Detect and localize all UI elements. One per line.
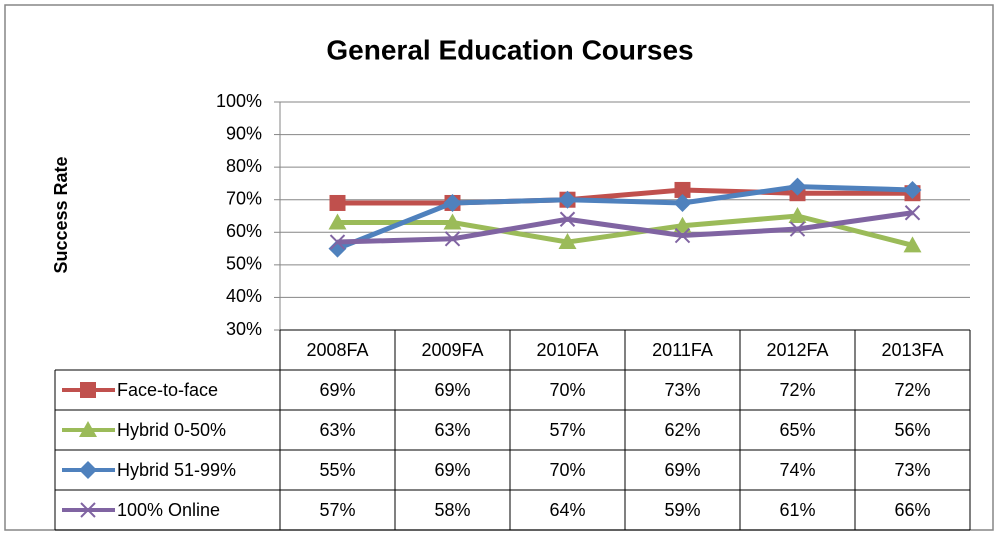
- marker: [788, 177, 807, 196]
- y-tick-label: 90%: [226, 123, 262, 143]
- data-label: 57%: [319, 500, 355, 520]
- legend-label: 100% Online: [117, 500, 220, 520]
- legend-marker: [80, 382, 96, 398]
- series-line: [337, 210, 913, 245]
- y-tick-label: 100%: [216, 91, 262, 111]
- data-label: 72%: [779, 380, 815, 400]
- marker: [558, 190, 577, 209]
- data-label: 69%: [434, 380, 470, 400]
- marker: [444, 231, 461, 247]
- chart-border: [4, 4, 994, 531]
- legend-marker: [79, 421, 97, 437]
- data-label: 69%: [664, 460, 700, 480]
- data-label: 72%: [894, 380, 930, 400]
- marker: [903, 236, 922, 253]
- marker: [788, 207, 807, 223]
- marker: [329, 194, 346, 211]
- y-tick-label: 30%: [226, 319, 262, 339]
- data-label: 61%: [779, 500, 815, 520]
- legend-marker: [79, 461, 97, 479]
- data-label: 63%: [319, 420, 355, 440]
- marker: [673, 193, 692, 212]
- marker: [558, 233, 577, 250]
- data-label: 73%: [894, 460, 930, 480]
- marker: [328, 213, 347, 230]
- y-tick-label: 40%: [226, 286, 262, 306]
- legend-label: Face-to-face: [117, 380, 218, 400]
- data-label: 63%: [434, 420, 470, 440]
- marker: [904, 205, 921, 221]
- data-label: 64%: [549, 500, 585, 520]
- chart-title: General Education Courses: [326, 34, 693, 65]
- data-label: 73%: [664, 380, 700, 400]
- series-line: [337, 213, 914, 248]
- data-label: 58%: [434, 500, 470, 520]
- data-label: 74%: [779, 460, 815, 480]
- data-label: 59%: [664, 500, 700, 520]
- legend-label: Hybrid 0-50%: [117, 420, 226, 440]
- marker: [443, 193, 462, 212]
- marker: [903, 180, 922, 199]
- legend-label: Hybrid 51-99%: [117, 460, 236, 480]
- marker: [674, 227, 691, 244]
- data-label: 65%: [779, 420, 815, 440]
- data-label: 55%: [319, 460, 355, 480]
- marker: [443, 213, 462, 230]
- marker: [674, 181, 691, 198]
- marker: [559, 211, 576, 227]
- marker: [329, 234, 346, 250]
- x-tick-label: 2013FA: [881, 340, 943, 360]
- data-label: 70%: [549, 380, 585, 400]
- data-label: 56%: [894, 420, 930, 440]
- marker: [673, 216, 692, 233]
- y-tick-label: 50%: [226, 254, 262, 274]
- data-label: 62%: [664, 420, 700, 440]
- series-line: [337, 187, 913, 206]
- data-label: 57%: [549, 420, 585, 440]
- data-label: 70%: [549, 460, 585, 480]
- marker: [789, 221, 806, 237]
- data-label: 69%: [434, 460, 470, 480]
- data-label: 66%: [894, 500, 930, 520]
- y-tick-label: 60%: [226, 221, 262, 241]
- x-tick-label: 2009FA: [421, 340, 483, 360]
- x-tick-label: 2012FA: [766, 340, 828, 360]
- x-tick-label: 2011FA: [652, 340, 713, 360]
- legend-marker: [80, 502, 96, 518]
- series-line: [336, 184, 913, 251]
- data-label: 69%: [319, 380, 355, 400]
- y-tick-label: 70%: [226, 188, 262, 208]
- x-tick-label: 2008FA: [306, 340, 368, 360]
- x-tick-label: 2010FA: [536, 340, 598, 360]
- y-tick-label: 80%: [226, 156, 262, 176]
- y-axis-label: Success Rate: [51, 156, 71, 273]
